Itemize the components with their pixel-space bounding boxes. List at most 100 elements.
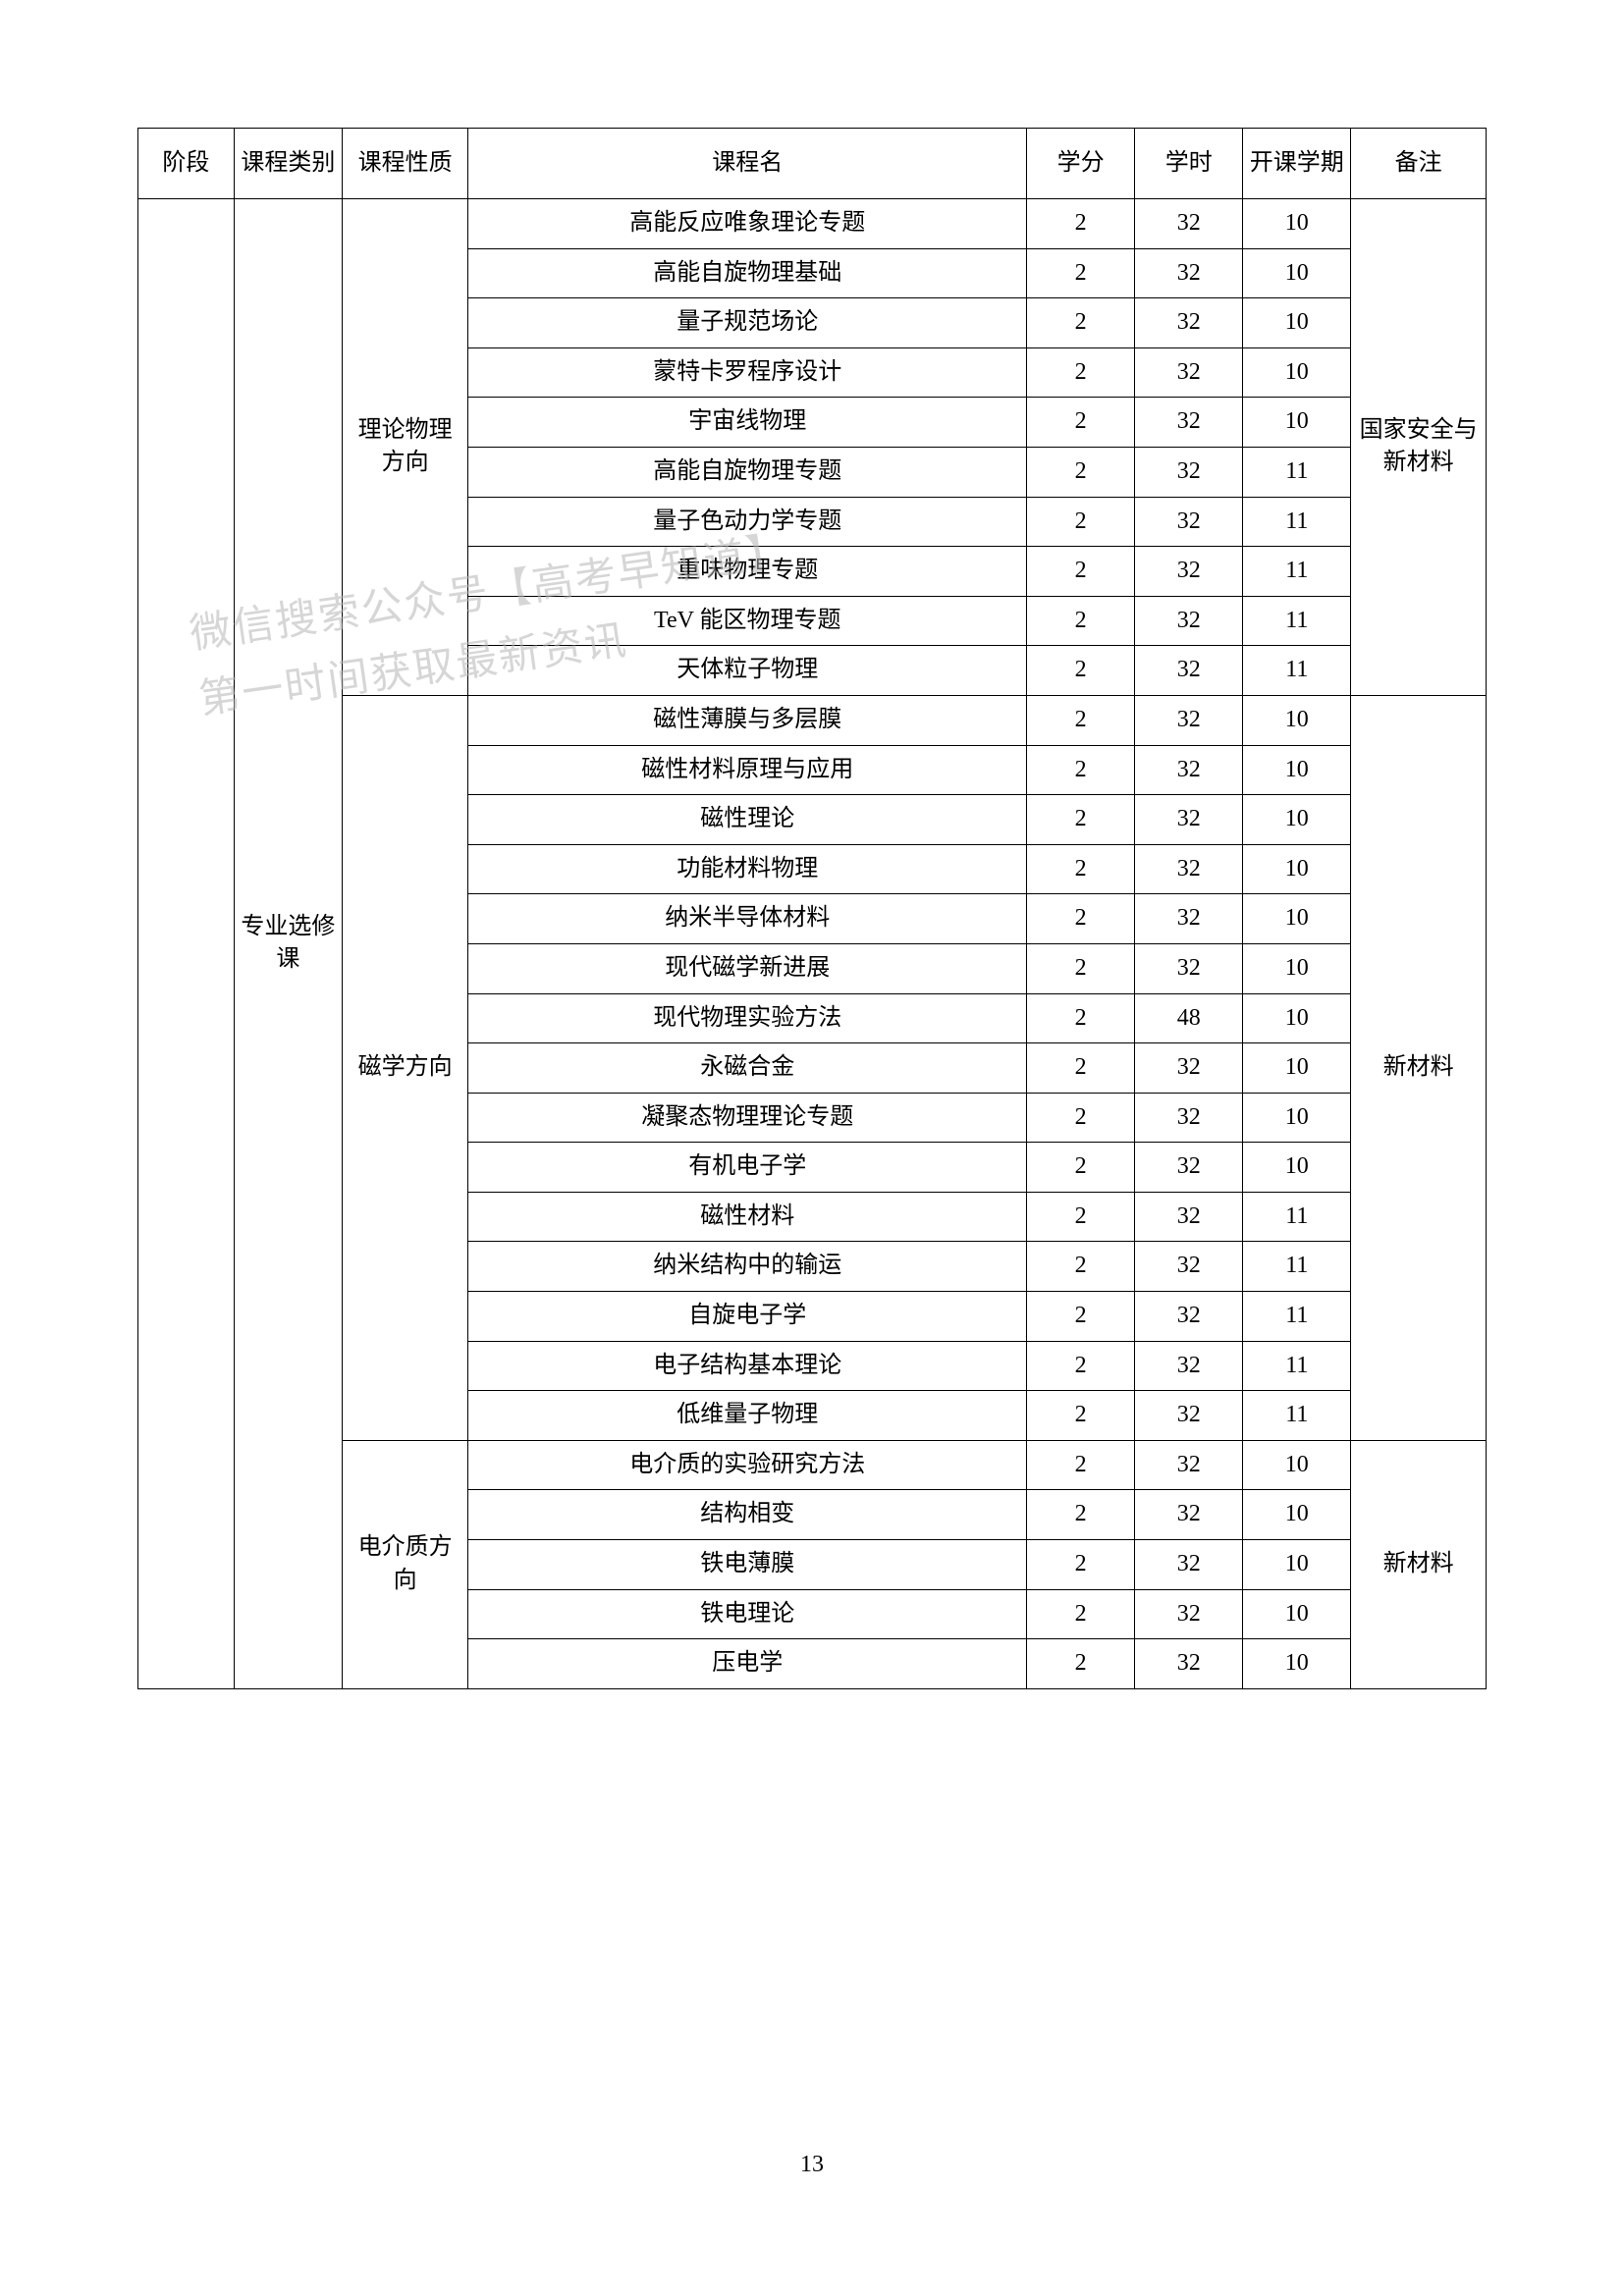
page-number: 13 [0, 2152, 1624, 2178]
credit-cell: 2 [1027, 547, 1135, 597]
credit-cell: 2 [1027, 199, 1135, 249]
semester-cell: 10 [1243, 1043, 1351, 1094]
credit-cell: 2 [1027, 1341, 1135, 1391]
note-cell: 国家安全与新材料 [1351, 199, 1487, 696]
course-name-cell: 铁电薄膜 [468, 1540, 1027, 1590]
credit-cell: 2 [1027, 1143, 1135, 1193]
semester-cell: 10 [1243, 1440, 1351, 1490]
header-stage: 阶段 [138, 129, 235, 199]
credit-cell: 2 [1027, 1540, 1135, 1590]
hours-cell: 32 [1135, 795, 1243, 845]
hours-cell: 32 [1135, 844, 1243, 894]
course-name-cell: 天体粒子物理 [468, 646, 1027, 696]
credit-cell: 2 [1027, 993, 1135, 1043]
semester-cell: 10 [1243, 1639, 1351, 1689]
stage-cell [138, 199, 235, 1689]
credit-cell: 2 [1027, 894, 1135, 944]
semester-cell: 10 [1243, 298, 1351, 348]
semester-cell: 10 [1243, 943, 1351, 993]
credit-cell: 2 [1027, 447, 1135, 497]
hours-cell: 32 [1135, 1043, 1243, 1094]
course-name-cell: 铁电理论 [468, 1589, 1027, 1639]
hours-cell: 32 [1135, 1192, 1243, 1242]
header-note: 备注 [1351, 129, 1487, 199]
course-name-cell: 现代物理实验方法 [468, 993, 1027, 1043]
hours-cell: 32 [1135, 1093, 1243, 1143]
hours-cell: 32 [1135, 298, 1243, 348]
semester-cell: 11 [1243, 1292, 1351, 1342]
credit-cell: 2 [1027, 1192, 1135, 1242]
note-cell: 新材料 [1351, 1440, 1487, 1688]
credit-cell: 2 [1027, 844, 1135, 894]
course-name-cell: 蒙特卡罗程序设计 [468, 347, 1027, 398]
hours-cell: 32 [1135, 1292, 1243, 1342]
semester-cell: 10 [1243, 347, 1351, 398]
course-name-cell: 纳米半导体材料 [468, 894, 1027, 944]
course-table: 阶段 课程类别 课程性质 课程名 学分 学时 开课学期 备注 专业选修课理论物理… [137, 128, 1487, 1689]
hours-cell: 32 [1135, 497, 1243, 547]
course-name-cell: 永磁合金 [468, 1043, 1027, 1094]
hours-cell: 32 [1135, 248, 1243, 298]
semester-cell: 10 [1243, 894, 1351, 944]
course-name-cell: 量子规范场论 [468, 298, 1027, 348]
credit-cell: 2 [1027, 398, 1135, 448]
header-name: 课程名 [468, 129, 1027, 199]
course-name-cell: 宇宙线物理 [468, 398, 1027, 448]
course-name-cell: 高能反应唯象理论专题 [468, 199, 1027, 249]
course-name-cell: 自旋电子学 [468, 1292, 1027, 1342]
credit-cell: 2 [1027, 497, 1135, 547]
credit-cell: 2 [1027, 1292, 1135, 1342]
credit-cell: 2 [1027, 1639, 1135, 1689]
semester-cell: 11 [1243, 1341, 1351, 1391]
table-row: 专业选修课理论物理方向高能反应唯象理论专题23210国家安全与新材料 [138, 199, 1487, 249]
hours-cell: 32 [1135, 695, 1243, 745]
credit-cell: 2 [1027, 745, 1135, 795]
semester-cell: 10 [1243, 248, 1351, 298]
course-name-cell: 重味物理专题 [468, 547, 1027, 597]
credit-cell: 2 [1027, 1440, 1135, 1490]
semester-cell: 11 [1243, 447, 1351, 497]
credit-cell: 2 [1027, 596, 1135, 646]
semester-cell: 11 [1243, 1192, 1351, 1242]
course-name-cell: 现代磁学新进展 [468, 943, 1027, 993]
hours-cell: 32 [1135, 347, 1243, 398]
course-name-cell: 高能自旋物理基础 [468, 248, 1027, 298]
course-name-cell: 凝聚态物理理论专题 [468, 1093, 1027, 1143]
hours-cell: 32 [1135, 745, 1243, 795]
semester-cell: 10 [1243, 993, 1351, 1043]
course-name-cell: 量子色动力学专题 [468, 497, 1027, 547]
credit-cell: 2 [1027, 695, 1135, 745]
course-name-cell: 磁性薄膜与多层膜 [468, 695, 1027, 745]
hours-cell: 32 [1135, 199, 1243, 249]
hours-cell: 32 [1135, 1540, 1243, 1590]
credit-cell: 2 [1027, 1490, 1135, 1540]
course-name-cell: 高能自旋物理专题 [468, 447, 1027, 497]
semester-cell: 10 [1243, 1540, 1351, 1590]
semester-cell: 11 [1243, 547, 1351, 597]
credit-cell: 2 [1027, 943, 1135, 993]
hours-cell: 32 [1135, 1391, 1243, 1441]
hours-cell: 32 [1135, 1589, 1243, 1639]
header-credit: 学分 [1027, 129, 1135, 199]
hours-cell: 48 [1135, 993, 1243, 1043]
credit-cell: 2 [1027, 347, 1135, 398]
table-header-row: 阶段 课程类别 课程性质 课程名 学分 学时 开课学期 备注 [138, 129, 1487, 199]
hours-cell: 32 [1135, 398, 1243, 448]
hours-cell: 32 [1135, 1440, 1243, 1490]
semester-cell: 11 [1243, 596, 1351, 646]
semester-cell: 10 [1243, 695, 1351, 745]
header-category: 课程类别 [234, 129, 342, 199]
header-hours: 学时 [1135, 129, 1243, 199]
hours-cell: 32 [1135, 943, 1243, 993]
semester-cell: 10 [1243, 1143, 1351, 1193]
header-nature: 课程性质 [342, 129, 467, 199]
hours-cell: 32 [1135, 596, 1243, 646]
semester-cell: 10 [1243, 199, 1351, 249]
hours-cell: 32 [1135, 1639, 1243, 1689]
course-name-cell: TeV 能区物理专题 [468, 596, 1027, 646]
semester-cell: 10 [1243, 398, 1351, 448]
semester-cell: 10 [1243, 1093, 1351, 1143]
credit-cell: 2 [1027, 248, 1135, 298]
semester-cell: 11 [1243, 497, 1351, 547]
semester-cell: 10 [1243, 795, 1351, 845]
